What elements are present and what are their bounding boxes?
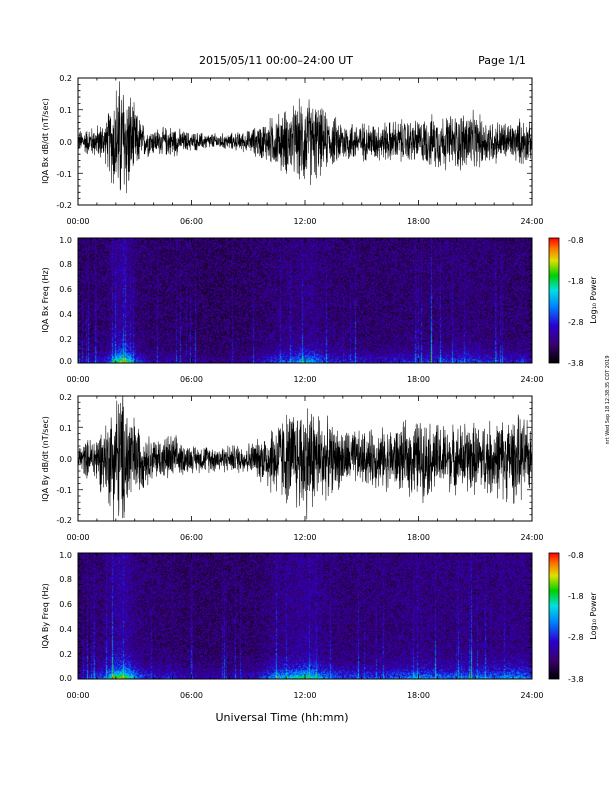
- bx-ytick-label: 0.1: [59, 106, 72, 115]
- by-freq-ytick-label: 0.2: [59, 650, 72, 659]
- by-xtick-label: 24:00: [520, 533, 543, 542]
- by-freq-xtick-label: 00:00: [66, 691, 89, 700]
- bx-freq-xtick-label: 24:00: [520, 375, 543, 384]
- bx-waveform-ticks: [77, 77, 533, 206]
- by-xtick-label: 00:00: [66, 533, 89, 542]
- bx-xtick-label: 12:00: [293, 217, 316, 226]
- by-colorbar-gradient: [548, 552, 560, 680]
- bx-colorbar: -0.8 -1.8 -2.8 -3.8 Log₁₀ Power: [548, 236, 598, 368]
- bx-freq-xtick-label: 12:00: [293, 375, 316, 384]
- bx-ytick-label: -0.1: [56, 170, 72, 179]
- by-freq-ytick-label: 0.8: [59, 575, 72, 584]
- bx-ytick-label: -0.2: [56, 201, 72, 210]
- bx-freq-xtick-label: 06:00: [180, 375, 203, 384]
- bx-waveform-trace: [78, 81, 532, 194]
- bx-colorbar-tick: -3.8: [568, 359, 584, 368]
- bx-spectrogram-image: [78, 238, 532, 363]
- by-waveform-ylabel: IQA By dB/dt (nT/sec): [41, 416, 50, 502]
- panel-by-spectrogram: 1.0 0.8 0.6 0.4 0.2 0.0 IQA By Freq (Hz)…: [41, 551, 544, 700]
- by-spectrogram-image: [78, 553, 532, 679]
- bx-spectrogram-ticks: [77, 237, 533, 364]
- page-title: 2015/05/11 00:00–24:00 UT: [199, 54, 353, 67]
- bx-spectrogram-ylabel: IQA Bx Freq (Hz): [41, 267, 50, 333]
- by-freq-ytick-label: 0.6: [59, 600, 72, 609]
- by-colorbar-tick: -2.8: [568, 633, 584, 642]
- by-spectrogram-canvas: [78, 553, 532, 679]
- bx-xtick-label: 24:00: [520, 217, 543, 226]
- by-colorbar-tick: -3.8: [568, 675, 584, 684]
- by-waveform-ticks: [77, 395, 533, 522]
- bx-spectrogram-canvas: [78, 238, 532, 363]
- x-axis-title: Universal Time (hh:mm): [216, 711, 349, 724]
- by-xtick-label: 06:00: [180, 533, 203, 542]
- tick-marks: [77, 395, 533, 522]
- by-ytick-label: -0.1: [56, 486, 72, 495]
- by-spectrogram-ylabel: IQA By Freq (Hz): [41, 583, 50, 649]
- bx-waveform-ylabel: IQA Bx dB/dt (nT/sec): [41, 98, 50, 184]
- by-freq-xtick-label: 12:00: [293, 691, 316, 700]
- by-freq-xtick-label: 24:00: [520, 691, 543, 700]
- by-ytick-label: 0.1: [59, 424, 72, 433]
- by-colorbar-tick: -0.8: [568, 551, 584, 560]
- page-number: Page 1/1: [478, 54, 526, 67]
- bx-freq-xtick-label: 00:00: [66, 375, 89, 384]
- bx-freq-ytick-label: 0.2: [59, 335, 72, 344]
- tick-marks: [77, 237, 533, 364]
- by-freq-ytick-label: 0.0: [59, 674, 72, 683]
- by-colorbar-label: Log₁₀ Power: [589, 592, 598, 640]
- by-ytick-label: 0.2: [59, 393, 72, 402]
- by-xtick-label: 18:00: [407, 533, 430, 542]
- by-spectrogram-ticks: [77, 552, 533, 680]
- waveform-line: [78, 396, 532, 521]
- bx-colorbar-gradient: [548, 237, 560, 364]
- generation-stamp: nrt Wed Sep 18 12:38:35 CDT 2019: [605, 356, 611, 445]
- by-ytick-label: 0.0: [59, 455, 72, 464]
- bx-xtick-label: 06:00: [180, 217, 203, 226]
- bx-colorbar-tick: -1.8: [568, 277, 584, 286]
- bx-colorbar-tick: -2.8: [568, 318, 584, 327]
- panel-bx-spectrogram: 1.0 0.8 0.6 0.4 0.2 0.0 IQA Bx Freq (Hz)…: [41, 236, 544, 384]
- by-colorbar-tick: -1.8: [568, 592, 584, 601]
- bx-freq-ytick-label: 0.6: [59, 285, 72, 294]
- bx-freq-ytick-label: 0.8: [59, 260, 72, 269]
- waveform-line: [78, 81, 532, 194]
- by-waveform-trace: [78, 396, 532, 521]
- bx-xtick-label: 18:00: [407, 217, 430, 226]
- bx-colorbar-tick: -0.8: [568, 236, 584, 245]
- by-ytick-label: -0.2: [56, 516, 72, 525]
- bx-xtick-label: 00:00: [66, 217, 89, 226]
- tick-marks: [77, 552, 533, 680]
- by-freq-xtick-label: 18:00: [407, 691, 430, 700]
- bx-freq-ytick-label: 0.4: [59, 310, 72, 319]
- bx-freq-ytick-label: 1.0: [59, 236, 72, 245]
- bx-colorbar-label: Log₁₀ Power: [589, 276, 598, 324]
- by-freq-xtick-label: 06:00: [180, 691, 203, 700]
- by-freq-ytick-label: 1.0: [59, 551, 72, 560]
- bx-freq-ytick-label: 0.0: [59, 357, 72, 366]
- bx-freq-xtick-label: 18:00: [407, 375, 430, 384]
- by-xtick-label: 12:00: [293, 533, 316, 542]
- panel-bx-waveform: 0.2 0.1 0.0 -0.1 -0.2 IQA Bx dB/dt (nT/s…: [41, 74, 544, 226]
- bx-ytick-label: 0.2: [59, 74, 72, 83]
- by-colorbar: -0.8 -1.8 -2.8 -3.8 Log₁₀ Power: [548, 551, 598, 684]
- by-freq-ytick-label: 0.4: [59, 625, 72, 634]
- bx-ytick-label: 0.0: [59, 138, 72, 147]
- tick-marks: [77, 77, 533, 206]
- panel-by-waveform: 0.2 0.1 0.0 -0.1 -0.2 IQA By dB/dt (nT/s…: [41, 393, 544, 542]
